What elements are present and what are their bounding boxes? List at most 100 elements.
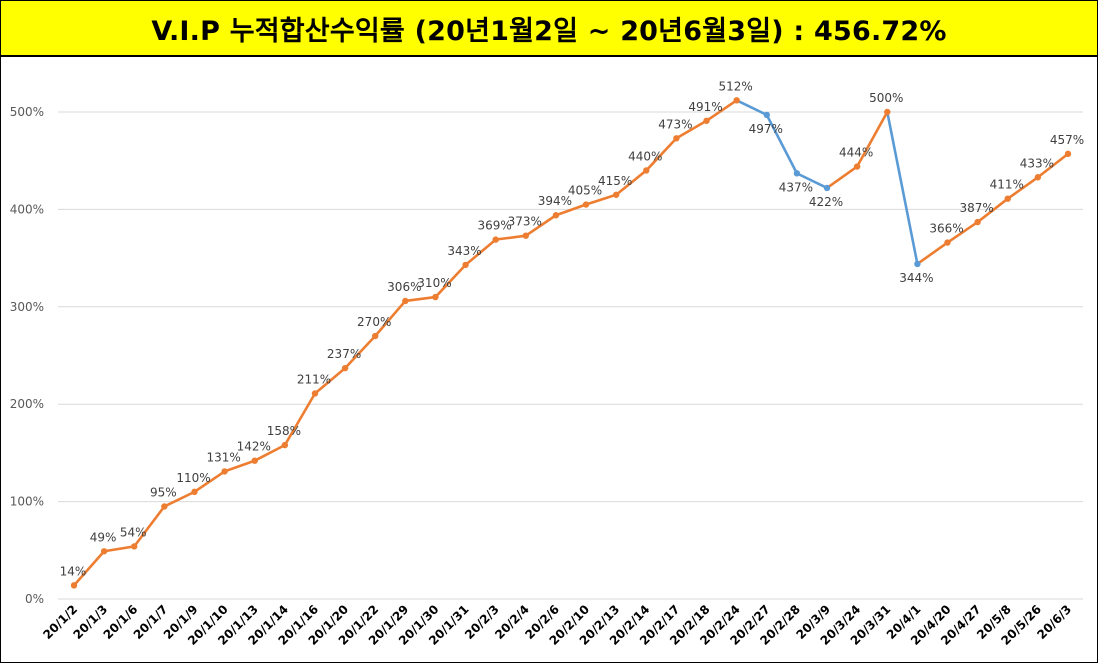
data-point	[70, 582, 78, 589]
series-segment	[1006, 175, 1040, 200]
series-segment	[524, 213, 558, 237]
data-label: 306%	[387, 280, 421, 294]
data-point	[823, 184, 831, 192]
y-tick-label: 300%	[10, 300, 44, 314]
data-label: 366%	[929, 222, 963, 236]
series-segment	[735, 99, 769, 117]
series-segment	[645, 136, 678, 172]
data-label: 142%	[237, 440, 271, 454]
data-label: 405%	[568, 184, 602, 198]
data-label: 211%	[297, 372, 331, 386]
data-label: 344%	[899, 271, 933, 285]
series-segment	[434, 263, 467, 299]
data-label: 491%	[688, 100, 722, 114]
data-point	[582, 201, 590, 208]
data-label: 158%	[267, 424, 301, 438]
data-label: 387%	[959, 201, 993, 215]
data-label: 512%	[719, 79, 753, 93]
data-point	[161, 503, 168, 510]
series-segment	[1036, 152, 1070, 179]
data-point	[643, 167, 650, 174]
y-tick-label: 100%	[10, 495, 44, 509]
data-label: 433%	[1020, 156, 1054, 170]
data-point	[673, 135, 680, 142]
data-label: 131%	[206, 450, 240, 464]
series-segment	[464, 238, 497, 267]
y-tick-label: 400%	[10, 202, 44, 216]
data-point	[1004, 195, 1011, 202]
data-point	[402, 297, 409, 305]
series-segment	[825, 165, 859, 190]
data-label: 437%	[779, 180, 813, 194]
series-segment	[163, 490, 196, 508]
data-point	[372, 332, 379, 340]
data-label: 394%	[538, 194, 572, 208]
data-point	[281, 441, 289, 449]
series-segment	[916, 241, 949, 266]
data-point	[341, 364, 349, 372]
data-label: 14%	[60, 564, 87, 578]
data-point	[1034, 174, 1042, 181]
data-point	[612, 191, 620, 198]
data-point	[251, 457, 258, 464]
data-point	[733, 97, 740, 104]
series-segment	[885, 110, 919, 266]
data-label: 473%	[658, 117, 692, 131]
data-label: 237%	[327, 347, 361, 361]
y-tick-label: 200%	[10, 397, 44, 411]
data-label: 54%	[120, 525, 147, 539]
series-segment	[343, 334, 377, 370]
series-segment	[855, 110, 889, 168]
series-segment	[765, 113, 799, 175]
data-point	[914, 260, 921, 268]
chart-title: V.I.P 누적합산수익률 (20년1월2일 ~ 20년6월3일) : 456.…	[151, 15, 947, 47]
data-point	[462, 261, 469, 269]
series-segment	[705, 99, 738, 123]
data-point	[884, 108, 891, 116]
series-segment	[253, 443, 287, 462]
series-segment	[494, 234, 528, 241]
data-point	[221, 468, 228, 475]
data-label: 444%	[839, 146, 873, 160]
data-point	[191, 488, 198, 496]
series-segment	[72, 549, 106, 587]
title-bar: V.I.P 누적합산수익률 (20년1월2일 ~ 20년6월3일) : 456.…	[1, 1, 1097, 57]
data-label: 49%	[90, 530, 117, 544]
data-label: 422%	[809, 195, 843, 209]
series-segment	[404, 295, 437, 303]
series-segment	[132, 505, 166, 548]
data-point	[432, 293, 439, 301]
series-segment	[976, 197, 1010, 224]
data-label: 440%	[628, 149, 662, 163]
data-point	[793, 170, 801, 177]
series-segment	[614, 169, 648, 197]
series-segment	[584, 193, 618, 206]
x-tick-label: 20/6/3	[1034, 602, 1074, 642]
data-point	[552, 212, 560, 219]
data-label: 373%	[508, 215, 542, 229]
data-label: 310%	[417, 276, 451, 290]
data-label: 369%	[478, 219, 512, 233]
data-point	[703, 117, 710, 124]
series-segment	[223, 459, 257, 473]
data-label: 343%	[447, 244, 481, 258]
data-point	[1064, 150, 1072, 158]
y-tick-label: 500%	[10, 105, 44, 119]
data-label: 415%	[598, 174, 632, 188]
data-point	[853, 163, 861, 170]
data-label: 110%	[176, 471, 210, 485]
data-point	[311, 390, 319, 397]
data-label: 270%	[357, 315, 391, 329]
series-segment	[675, 119, 708, 140]
data-label: 500%	[869, 91, 903, 105]
series-segment	[373, 299, 407, 338]
series-segment	[795, 172, 829, 190]
data-point	[100, 548, 108, 555]
data-point	[944, 239, 951, 246]
data-label: 95%	[150, 485, 177, 499]
series-segment	[102, 545, 136, 553]
data-point	[522, 232, 530, 239]
data-point	[492, 236, 499, 243]
